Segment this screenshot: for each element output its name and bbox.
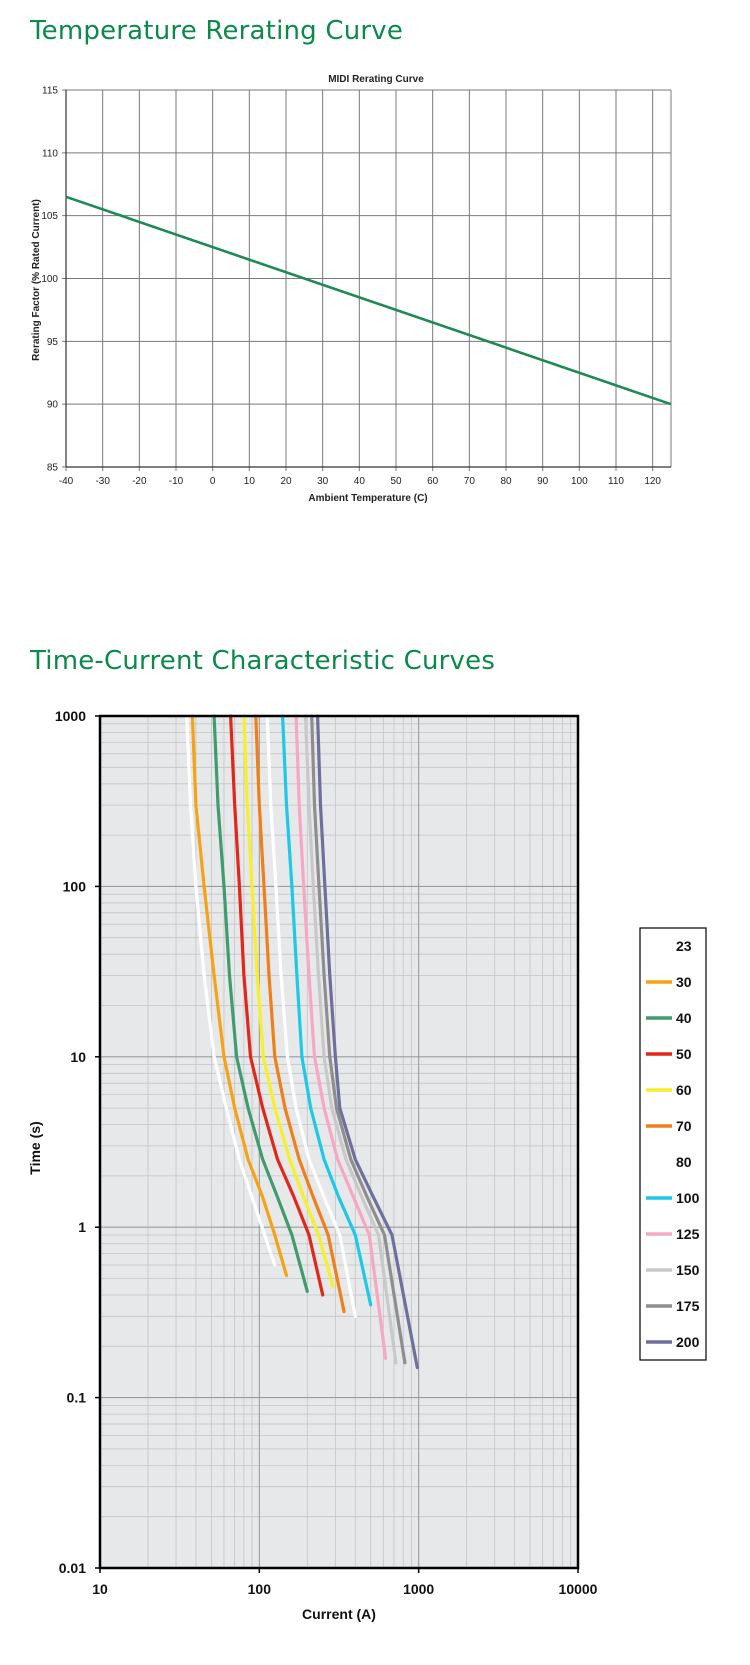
rerating-x-tick-label: 120	[644, 476, 661, 487]
legend-label-200: 200	[676, 1334, 700, 1350]
time-current-series	[185, 714, 419, 1370]
curve-23	[185, 714, 277, 1267]
rerating-x-axis-label: Ambient Temperature (C)	[308, 493, 427, 504]
time-current-plot-frame	[98, 714, 580, 1570]
temperature-rerating-title: Temperature Rerating Curve	[30, 16, 404, 46]
legend-label-70: 70	[676, 1118, 692, 1134]
time-current-x-tick-label: 1000	[403, 1581, 434, 1597]
rerating-y-tick-label: 90	[47, 400, 59, 411]
legend-label-50: 50	[676, 1046, 692, 1062]
legend-label-100: 100	[676, 1190, 700, 1206]
curve-40	[212, 714, 309, 1293]
time-current-tick-labels: 10 100 1000 10000 0.01 0.1 1 10 100 1000	[55, 708, 598, 1597]
rerating-series-line	[65, 195, 672, 406]
rerating-x-tick-label: 100	[571, 476, 588, 487]
legend-label-30: 30	[676, 974, 692, 990]
rerating-x-tick-label: 10	[244, 476, 256, 487]
rerating-x-tick-label: 20	[280, 476, 292, 487]
rerating-x-tick-label: 60	[427, 476, 439, 487]
rerating-y-tick-label: 115	[42, 86, 58, 97]
rerating-x-tick-label: 70	[464, 476, 476, 487]
rerating-y-tick-label: 100	[41, 274, 58, 285]
time-current-y-axis-label: Time (s)	[27, 1121, 43, 1174]
curve-125	[294, 714, 388, 1360]
rerating-y-axis-label: Rerating Factor (% Rated Current)	[31, 199, 42, 361]
rerating-x-tick-label: 40	[354, 476, 366, 487]
rerating-y-tick-label: 85	[47, 463, 59, 474]
legend-label-23: 23	[676, 938, 692, 954]
rerating-y-tick-label: 110	[42, 148, 58, 159]
rerating-x-tick-label: 50	[390, 476, 402, 487]
curve-200	[316, 714, 419, 1370]
time-current-plot-area	[100, 716, 578, 1568]
rerating-x-tick-label: 30	[317, 476, 329, 487]
curve-100	[281, 714, 373, 1307]
legend-label-80: 80	[676, 1154, 692, 1170]
legend-box	[639, 927, 707, 1361]
curve-50	[229, 714, 325, 1297]
rerating-x-tick-label: -30	[95, 476, 110, 487]
rerating-y-tick-label: 105	[41, 211, 58, 222]
rerating-x-tick-label: -20	[132, 476, 147, 487]
curve-80	[265, 714, 357, 1318]
legend-label-150: 150	[676, 1262, 700, 1278]
rerating-x-tick-label: -40	[59, 476, 74, 487]
curve-175	[310, 714, 407, 1365]
rerating-x-tick-label: -10	[169, 476, 184, 487]
legend-label-125: 125	[676, 1226, 700, 1242]
curve-30	[190, 714, 289, 1278]
time-current-y-tick-label: 1	[78, 1219, 86, 1235]
time-current-y-tick-label: 100	[63, 878, 87, 894]
time-current-x-tick-label: 10000	[559, 1581, 598, 1597]
rerating-chart-title: MIDI Rerating Curve	[328, 74, 424, 85]
rerating-series	[65, 195, 672, 406]
legend-label-175: 175	[676, 1298, 700, 1314]
rerating-y-tick-label: 95	[47, 337, 59, 348]
time-current-title: Time-Current Characteristic Curves	[30, 646, 496, 676]
time-current-y-tick-label: 1000	[55, 708, 86, 724]
time-current-legend: 23 30 40 50 60 70 80 100 125 150 175 200	[639, 927, 707, 1361]
curve-150	[303, 714, 398, 1365]
time-current-y-tick-label: 0.1	[67, 1390, 87, 1406]
time-current-x-tick-label: 10	[92, 1581, 108, 1597]
rerating-x-tick-label: 110	[608, 476, 624, 487]
legend-label-40: 40	[676, 1010, 692, 1026]
legend-label-60: 60	[676, 1082, 692, 1098]
rerating-chart: -40 -30 -20 -10 0 10 20 30 40 50 60 70 80 90 100 110 120…	[31, 74, 672, 504]
curve-60	[242, 714, 335, 1288]
time-current-y-tick-label: 10	[70, 1049, 86, 1065]
rerating-x-tick-label: 0	[210, 476, 216, 487]
rerating-x-tick-label: 80	[500, 476, 512, 487]
time-current-x-tick-label: 100	[248, 1581, 272, 1597]
rerating-tick-labels: -40 -30 -20 -10 0 10 20 30 40 50 60 70 80 90 100 110 120…	[41, 86, 661, 488]
time-current-y-tick-label: 0.01	[59, 1560, 86, 1576]
rerating-x-tick-label: 90	[537, 476, 549, 487]
rerating-grid	[62, 89, 672, 471]
curve-70	[254, 714, 346, 1314]
time-current-x-axis-label: Current (A)	[302, 1606, 376, 1622]
